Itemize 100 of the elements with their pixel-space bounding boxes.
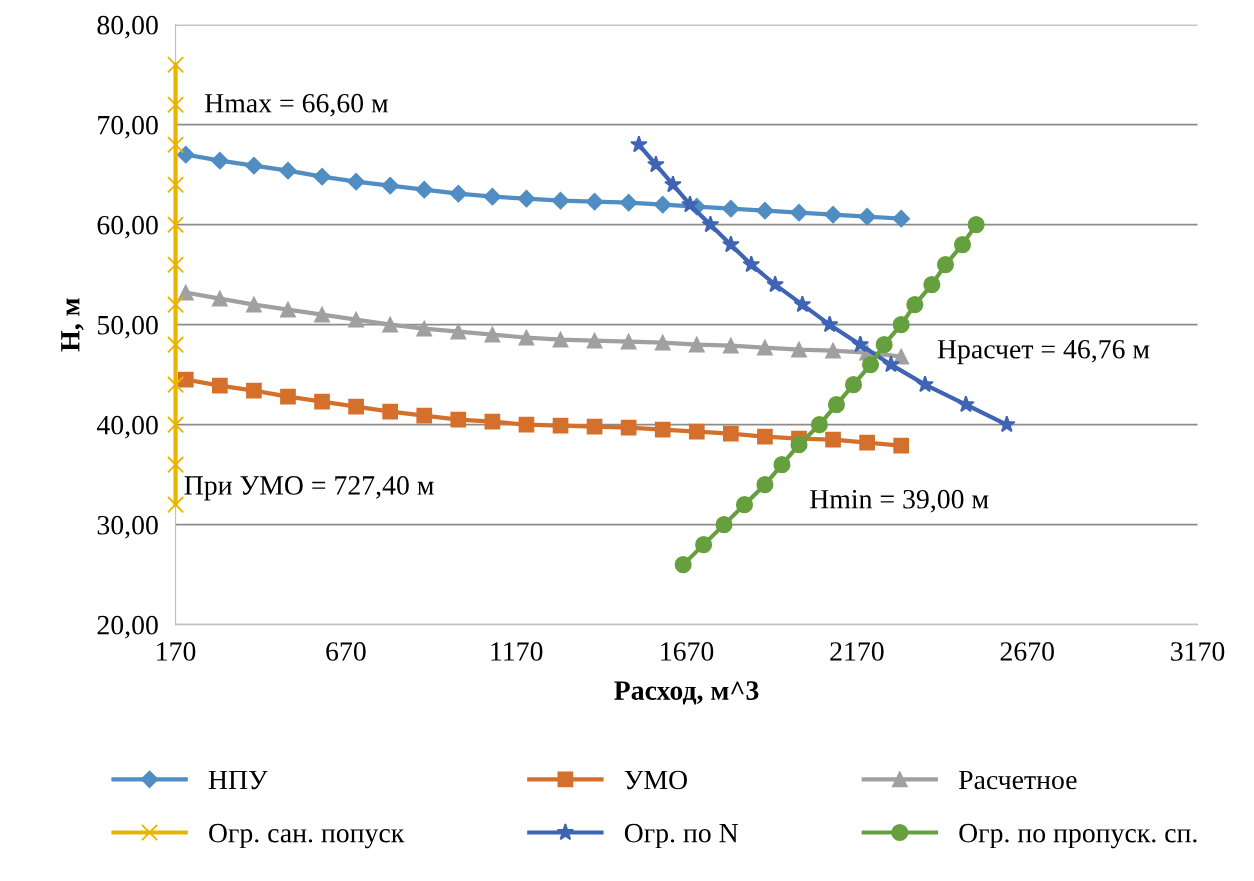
- x-tick-label: 3170: [1171, 642, 1225, 661]
- point: [861, 356, 880, 374]
- point: [167, 176, 185, 194]
- point: [882, 355, 900, 373]
- point: [810, 416, 828, 434]
- y-tick-label: 60,00: [97, 215, 158, 239]
- x-tick-label: 1170: [491, 642, 543, 661]
- point: [875, 336, 893, 354]
- point: [586, 332, 603, 349]
- point: [757, 339, 773, 356]
- point: [997, 415, 1016, 433]
- point: [793, 295, 812, 313]
- point: [620, 419, 637, 436]
- point: [382, 403, 399, 420]
- point: [167, 56, 185, 74]
- point: [858, 207, 876, 226]
- point: [450, 411, 467, 428]
- point: [647, 155, 665, 173]
- legend-label: Расчетное: [958, 770, 1077, 790]
- point: [688, 336, 705, 353]
- point: [742, 255, 761, 273]
- point: [348, 398, 364, 415]
- point: [967, 216, 985, 234]
- point: [825, 342, 841, 359]
- point: [756, 201, 774, 220]
- point: [416, 320, 433, 337]
- point: [859, 434, 875, 451]
- y-tick-label: 30,00: [97, 515, 158, 539]
- x-axis-title: Расход, м^3: [614, 681, 759, 705]
- point: [892, 316, 910, 334]
- y-tick-label: 70,00: [98, 115, 158, 139]
- y-axis-title: H, м: [61, 298, 84, 352]
- x-tick-label: 170: [157, 642, 196, 661]
- point: [824, 205, 842, 224]
- point: [791, 341, 807, 358]
- point: [279, 161, 297, 180]
- point: [906, 296, 924, 314]
- point: [844, 376, 863, 394]
- point: [916, 375, 934, 393]
- point: [552, 331, 569, 348]
- point: [957, 395, 975, 413]
- point: [715, 516, 733, 534]
- point: [415, 180, 434, 199]
- point: [518, 329, 535, 346]
- legend-label: НПУ: [208, 770, 268, 790]
- point: [416, 407, 433, 424]
- point: [552, 417, 569, 434]
- point: [766, 275, 784, 293]
- point: [620, 333, 637, 350]
- point: [167, 416, 185, 434]
- point: [518, 416, 535, 433]
- point: [757, 428, 773, 445]
- point: [619, 193, 638, 212]
- point: [892, 209, 910, 228]
- point: [314, 393, 330, 410]
- point: [211, 151, 229, 170]
- point: [246, 382, 262, 399]
- point: [382, 316, 399, 333]
- point: [450, 323, 467, 340]
- point: [688, 423, 705, 440]
- legend-label: Огр. сан. попуск: [209, 823, 405, 849]
- point: [681, 195, 699, 213]
- point: [701, 215, 720, 233]
- x-tick-label: 1670: [661, 642, 714, 661]
- annotation: Hрасчет = 46,76 м: [937, 339, 1150, 365]
- legend-label: Огр. по пропуск. сп.: [959, 823, 1197, 849]
- point: [177, 145, 195, 164]
- point: [664, 175, 682, 193]
- point: [484, 326, 501, 343]
- point: [953, 236, 972, 254]
- point: [630, 135, 648, 153]
- point: [654, 421, 671, 438]
- point: [722, 199, 740, 218]
- y-tick-label: 50,00: [98, 315, 158, 339]
- y-tick-label: 80,00: [97, 15, 158, 39]
- point: [246, 296, 262, 313]
- point: [347, 172, 365, 191]
- point: [735, 496, 754, 514]
- annotation: Hmax = 66,60 м: [204, 93, 388, 117]
- point: [211, 290, 228, 307]
- point: [723, 337, 739, 354]
- point: [280, 388, 296, 405]
- point: [167, 136, 185, 154]
- point: [586, 418, 603, 435]
- point: [280, 301, 296, 318]
- point: [167, 96, 185, 114]
- point: [893, 437, 910, 454]
- x-tick-label: 2170: [830, 642, 884, 661]
- x-tick-label: 2670: [1000, 642, 1054, 661]
- point: [723, 425, 739, 442]
- point: [722, 235, 740, 253]
- point: [695, 536, 713, 554]
- point: [585, 192, 604, 211]
- point: [820, 315, 839, 333]
- point: [211, 377, 228, 394]
- point: [936, 256, 955, 274]
- legend-label: Огр. по N: [624, 823, 739, 849]
- point: [167, 296, 185, 314]
- point: [167, 216, 185, 234]
- annotation: Hmin = 39,00 м: [810, 489, 989, 513]
